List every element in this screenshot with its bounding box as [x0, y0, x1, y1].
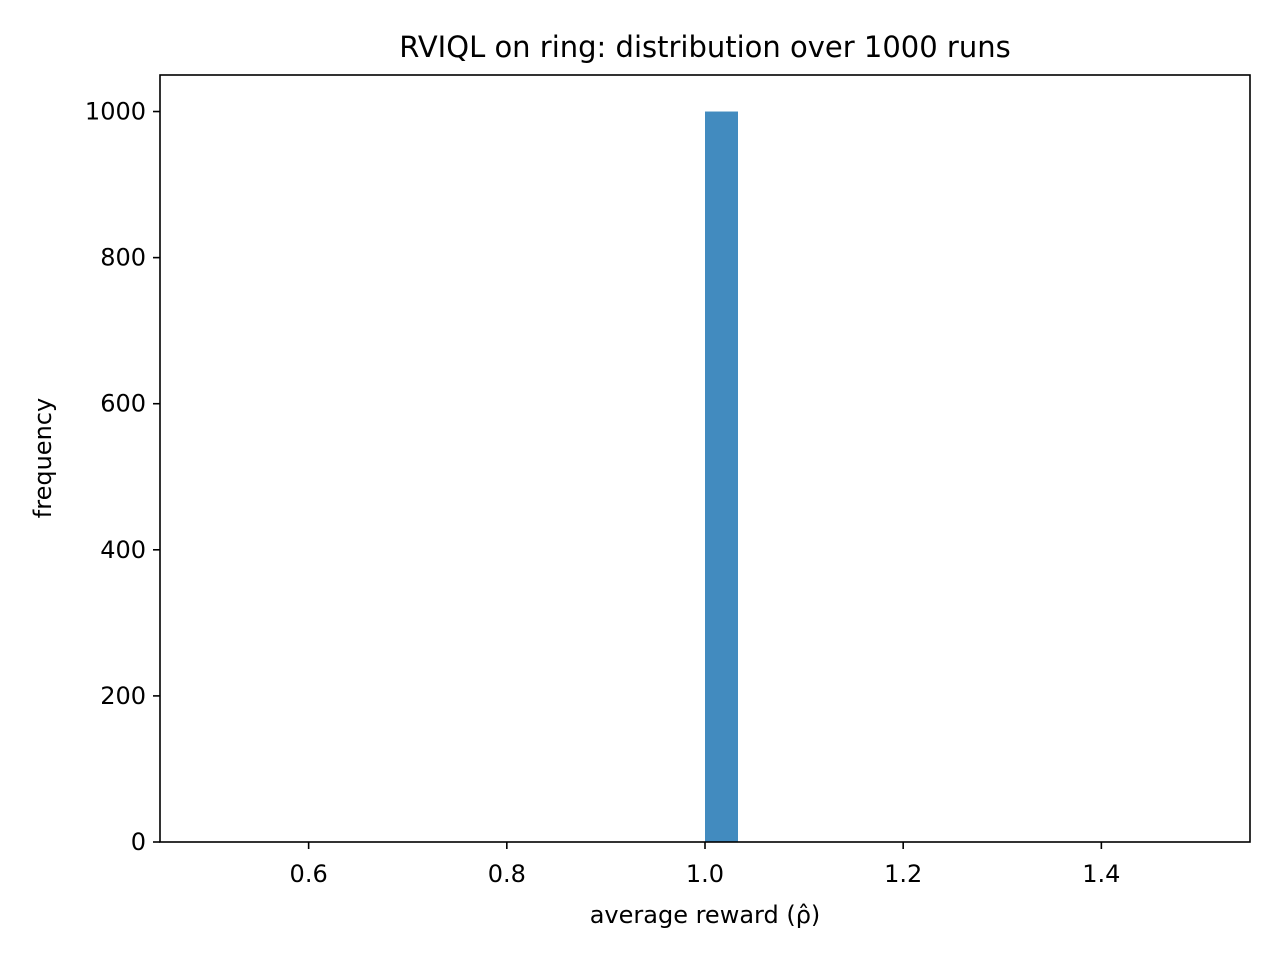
y-axis-label: frequency [29, 398, 57, 518]
x-axis-label: average reward (ρ̂) [590, 901, 821, 929]
y-tick-label: 200 [100, 682, 146, 710]
x-axis-ticks: 0.6 0.8 1.0 1.2 1.4 [290, 842, 1120, 888]
x-tick-label: 0.8 [488, 860, 526, 888]
y-tick-label: 0 [131, 828, 146, 856]
y-tick-label: 800 [100, 244, 146, 272]
y-tick-label: 600 [100, 390, 146, 418]
y-tick-label: 400 [100, 536, 146, 564]
x-tick-label: 1.4 [1082, 860, 1120, 888]
x-tick-label: 1.0 [686, 860, 724, 888]
chart-title: RVIQL on ring: distribution over 1000 ru… [399, 30, 1010, 64]
x-tick-label: 0.6 [290, 860, 328, 888]
x-tick-label: 1.2 [884, 860, 922, 888]
histogram-bar-0 [705, 111, 738, 843]
bars-group [705, 111, 738, 843]
y-tick-label: 1000 [85, 98, 146, 126]
y-axis-ticks: 0 200 400 600 800 1000 [85, 98, 160, 856]
